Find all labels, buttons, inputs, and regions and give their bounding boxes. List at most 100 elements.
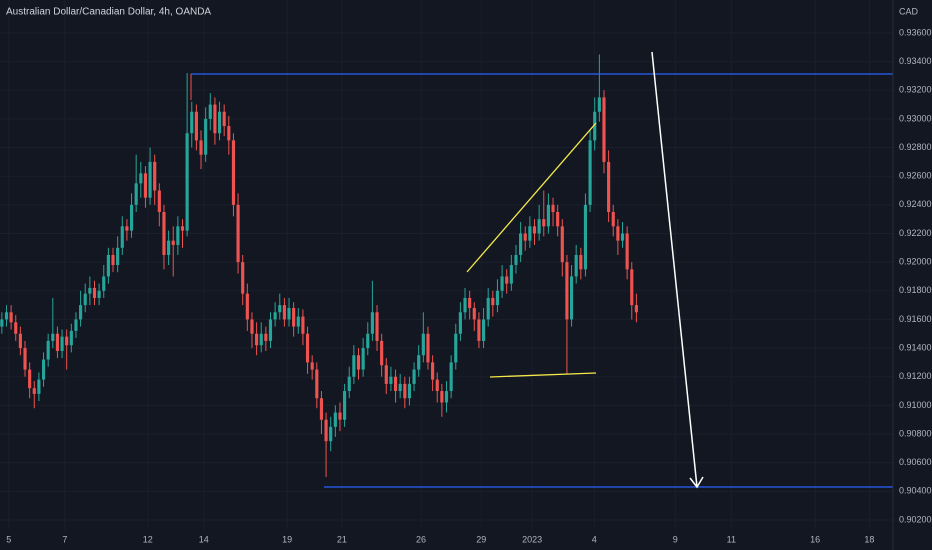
candle-body bbox=[167, 240, 171, 255]
candle-body bbox=[14, 322, 18, 334]
y-tick-label: 0.92600 bbox=[899, 171, 932, 181]
candle-body bbox=[180, 226, 185, 231]
candle-body bbox=[574, 254, 578, 277]
candle-body bbox=[208, 104, 212, 119]
forecast-arrow bbox=[651, 51, 698, 488]
candle-body bbox=[431, 362, 435, 380]
candle-body bbox=[542, 219, 546, 227]
y-tick-label: 0.92000 bbox=[899, 257, 932, 267]
candle-body bbox=[458, 312, 462, 334]
candle-body bbox=[259, 333, 263, 346]
y-tick-label: 0.91800 bbox=[899, 285, 932, 295]
y-tick-label: 0.93400 bbox=[899, 56, 932, 66]
candle-body bbox=[88, 287, 92, 294]
candle-body bbox=[157, 190, 161, 212]
x-tick-label: 7 bbox=[62, 534, 67, 544]
candle-body bbox=[593, 111, 597, 141]
axes: 0.90200 0.90400 0.90600 0.90800 0.91000 0.912… bbox=[6, 27, 931, 544]
y-axis-label: CAD bbox=[899, 6, 919, 16]
candle-body bbox=[495, 290, 500, 306]
candle-body bbox=[255, 333, 259, 346]
candle-body bbox=[509, 265, 513, 284]
candle-body bbox=[403, 383, 407, 399]
candle-body bbox=[380, 340, 384, 366]
candle-body bbox=[97, 290, 101, 298]
candle-body bbox=[454, 333, 458, 363]
candle-body bbox=[616, 226, 620, 241]
wedge-lower bbox=[489, 372, 597, 378]
candle-body bbox=[245, 293, 249, 320]
x-tick-label: 26 bbox=[416, 534, 426, 544]
candle-body bbox=[37, 379, 41, 394]
candle-body bbox=[125, 226, 129, 231]
candle-body bbox=[106, 254, 110, 277]
candle-body bbox=[417, 355, 421, 370]
candle-body bbox=[231, 140, 236, 205]
candle-body bbox=[69, 330, 73, 346]
candle-body bbox=[79, 305, 83, 320]
candle-body bbox=[551, 204, 555, 212]
candle-body bbox=[92, 287, 97, 298]
candle-body bbox=[134, 183, 138, 205]
candle-body bbox=[352, 355, 356, 377]
candle-body bbox=[597, 97, 601, 112]
candle-body bbox=[556, 212, 560, 227]
candle-body bbox=[370, 312, 374, 334]
candle-body bbox=[41, 359, 46, 380]
candle-body bbox=[60, 336, 64, 351]
candle-body bbox=[301, 316, 305, 334]
candle-body bbox=[532, 226, 537, 234]
candle-body bbox=[620, 233, 625, 241]
candle-body bbox=[310, 362, 314, 370]
candle-body bbox=[268, 319, 273, 341]
candle-body bbox=[139, 173, 143, 184]
candle-body bbox=[481, 319, 486, 341]
candle-body bbox=[241, 262, 245, 294]
candle-body bbox=[264, 333, 268, 341]
candle-body bbox=[55, 333, 60, 351]
candle-body bbox=[579, 254, 583, 270]
candle-body bbox=[569, 276, 574, 320]
candle-body bbox=[32, 388, 36, 394]
candle-body bbox=[194, 111, 198, 141]
wedge-upper bbox=[466, 122, 597, 273]
x-tick-label: 4 bbox=[592, 534, 597, 544]
chart-title: Australian Dollar/Canadian Dollar, 4h, O… bbox=[6, 7, 211, 18]
x-tick-label: 2023 bbox=[522, 534, 542, 544]
candle-body bbox=[319, 398, 324, 420]
candle-body bbox=[338, 412, 342, 420]
candle-body bbox=[148, 161, 152, 198]
candle-body bbox=[46, 340, 50, 360]
candle-body bbox=[375, 312, 379, 341]
candle-body bbox=[185, 133, 189, 231]
candle-body bbox=[162, 212, 166, 255]
candle-body bbox=[227, 126, 231, 141]
candle-body bbox=[143, 173, 148, 198]
candle-body bbox=[278, 305, 282, 313]
y-tick-label: 0.93600 bbox=[899, 27, 932, 37]
x-tick-label: 18 bbox=[864, 534, 874, 544]
x-tick-label: 29 bbox=[476, 534, 486, 544]
candle-body bbox=[398, 383, 402, 392]
candle-body bbox=[583, 204, 588, 270]
x-tick-label: 11 bbox=[727, 534, 736, 544]
x-tick-label: 5 bbox=[6, 534, 11, 544]
candle-body bbox=[505, 276, 509, 284]
candle-body bbox=[199, 140, 203, 155]
candle-body bbox=[412, 369, 416, 384]
candle-body bbox=[65, 336, 69, 346]
candle-body bbox=[9, 312, 13, 323]
drawings bbox=[190, 51, 893, 489]
candle-body bbox=[444, 391, 449, 403]
y-tick-label: 0.92800 bbox=[899, 142, 932, 152]
candle-body bbox=[292, 307, 296, 327]
candle-body bbox=[204, 118, 208, 155]
candle-body bbox=[426, 333, 430, 363]
candle-body bbox=[18, 333, 22, 349]
candle-body bbox=[329, 426, 333, 442]
candle-body bbox=[611, 212, 615, 227]
candle-body bbox=[129, 204, 134, 231]
